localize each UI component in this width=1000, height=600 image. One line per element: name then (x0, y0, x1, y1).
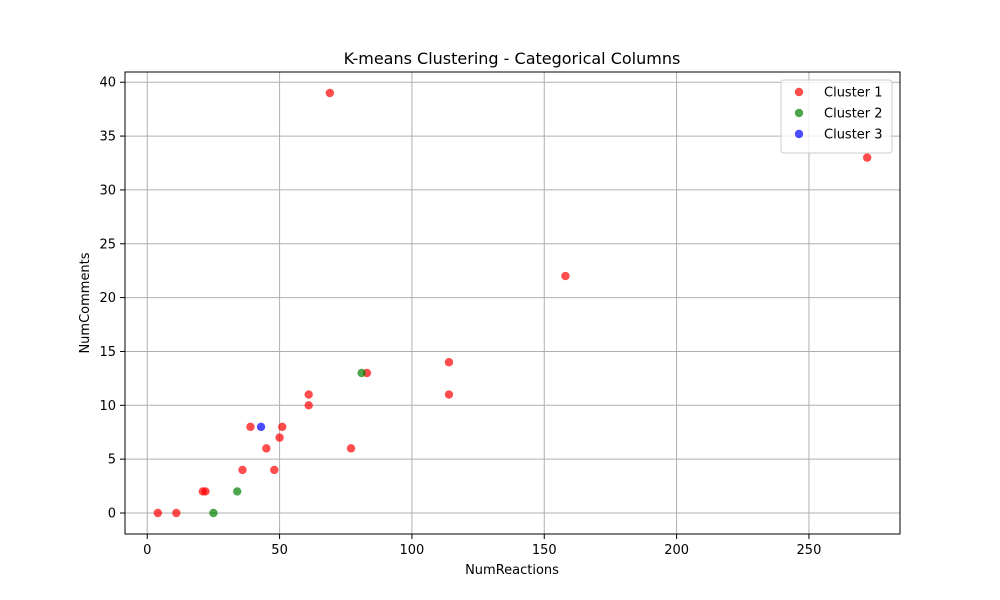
data-point (304, 401, 313, 410)
data-point (201, 487, 210, 496)
x-tick-label: 150 (532, 543, 557, 558)
data-point (233, 487, 242, 496)
data-point (862, 153, 872, 162)
axis-ticks: 0 50 100 150 200 250 0 5 10 15 20 25 30 35 40 (99, 76, 821, 558)
data-point (172, 508, 181, 518)
data-point (256, 422, 266, 432)
legend-marker (794, 87, 804, 97)
data-points (153, 88, 872, 518)
legend-label: Cluster 1 (824, 86, 883, 101)
data-point (246, 422, 255, 432)
y-tick-label: 35 (99, 130, 116, 145)
x-tick-label: 200 (664, 543, 689, 558)
data-point (561, 271, 570, 281)
plot-frame (124, 71, 901, 535)
legend-label: Cluster 2 (824, 107, 883, 122)
y-tick-label: 25 (99, 237, 116, 252)
y-tick-label: 20 (99, 291, 116, 306)
data-point (325, 88, 335, 98)
y-tick-label: 10 (99, 399, 116, 414)
y-tick-label: 5 (108, 453, 116, 468)
data-point (444, 358, 454, 367)
data-point (238, 465, 247, 475)
data-point (262, 444, 271, 453)
data-point (346, 444, 356, 453)
x-tick-label: 50 (271, 543, 288, 558)
legend: Cluster 1 Cluster 2 Cluster 3 (780, 79, 893, 154)
x-tick-label: 100 (400, 543, 425, 558)
data-point (153, 508, 163, 518)
data-point (275, 433, 284, 442)
y-tick-label: 40 (99, 76, 116, 91)
legend-box (780, 79, 893, 154)
data-point (444, 390, 454, 399)
data-point (270, 465, 279, 475)
x-tick-label: 250 (797, 543, 822, 558)
y-tick-label: 0 (108, 507, 116, 522)
legend-marker (794, 129, 804, 139)
y-tick-label: 30 (99, 183, 116, 198)
legend-label: Cluster 3 (824, 128, 883, 143)
data-point (357, 368, 366, 378)
y-tick-label: 15 (99, 345, 116, 360)
chart-title: K-means Clustering - Categorical Columns (344, 49, 681, 68)
grid (125, 72, 900, 534)
legend-marker (794, 108, 804, 118)
x-axis-label: NumReactions (465, 563, 559, 578)
data-point (209, 508, 218, 518)
data-point (278, 422, 287, 432)
data-point (304, 390, 313, 399)
y-axis-label: NumComments (78, 252, 93, 353)
x-tick-label: 0 (143, 543, 151, 558)
